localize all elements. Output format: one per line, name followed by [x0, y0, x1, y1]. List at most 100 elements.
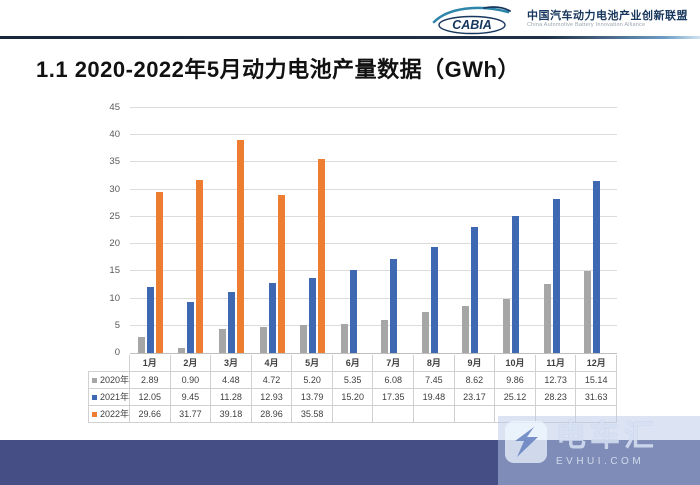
gridline	[130, 134, 617, 136]
bar-2020年	[137, 337, 145, 353]
bar-2021年	[349, 270, 357, 353]
value-cell	[373, 406, 415, 423]
bar-group	[576, 108, 617, 353]
bar-group	[252, 108, 293, 353]
gridline	[130, 215, 617, 217]
month-header: 12月	[576, 355, 617, 372]
bar-group	[373, 108, 414, 353]
month-header: 4月	[251, 355, 293, 372]
series-label: 2020年	[88, 372, 130, 389]
cabia-logo-icon: CABIA	[432, 6, 511, 35]
header-logo-block: CABIA 中国汽车动力电池产业创新联盟 China Automotive Ba…	[428, 3, 688, 35]
org-name-cn: 中国汽车动力电池产业创新联盟	[527, 9, 688, 22]
value-cell: 28.23	[535, 389, 577, 406]
legend-key	[92, 377, 97, 383]
bar-2022年	[236, 139, 244, 353]
evhui-domain: EVHUI.COM	[556, 456, 645, 467]
value-cell: 9.86	[495, 372, 536, 389]
gridline	[130, 188, 617, 190]
value-cell: 4.72	[251, 372, 293, 389]
value-cell: 8.62	[454, 372, 496, 389]
value-cell: 23.17	[454, 389, 496, 406]
y-tick-label: 40	[109, 129, 120, 141]
bar-group	[171, 108, 212, 353]
bar-2020年	[584, 270, 592, 353]
month-header: 2月	[170, 355, 212, 372]
value-cell: 15.20	[332, 389, 374, 406]
table-corner	[88, 355, 130, 372]
header-divider	[0, 36, 700, 39]
cabia-logo-text: CABIA	[452, 18, 492, 32]
value-cell	[414, 406, 455, 423]
value-cell: 0.90	[170, 372, 212, 389]
value-cell: 39.18	[211, 406, 252, 423]
month-header: 5月	[292, 355, 333, 372]
bar-2020年	[259, 327, 267, 353]
y-tick-label: 30	[109, 183, 120, 195]
legend-key	[92, 411, 97, 417]
data-table: 1月 2月 3月 4月 5月 6月 7月 8月 9月 10月 11月 12月 2020年 2.89 0.90…	[88, 355, 617, 423]
page-title: 1.1 2020-2022年5月动力电池产量数据（GWh）	[36, 57, 520, 82]
bar-group	[211, 108, 252, 353]
gridline	[130, 161, 617, 163]
y-tick-label: 25	[109, 210, 120, 222]
value-cell	[332, 406, 374, 423]
gridline	[130, 324, 617, 326]
bar-group	[495, 108, 536, 353]
bar-2021年	[309, 277, 317, 353]
month-header: 1月	[130, 355, 171, 372]
gridline	[130, 243, 617, 245]
evhui-logo-icon	[505, 421, 547, 463]
evhui-watermark-text: 电车汇 EVHUI.COM	[556, 420, 658, 467]
bar-2020年	[300, 324, 308, 353]
bar-2020年	[543, 283, 551, 353]
value-cell: 5.35	[332, 372, 374, 389]
value-cell: 7.45	[414, 372, 455, 389]
value-cell: 5.20	[292, 372, 333, 389]
value-cell: 17.35	[373, 389, 415, 406]
y-axis: 0 5 10 15 20 25 30 35 40 45	[92, 102, 124, 358]
bar-2021年	[227, 291, 235, 353]
gridline	[130, 107, 617, 108]
y-tick-label: 35	[109, 156, 120, 168]
bar-2020年	[421, 312, 429, 353]
bar-2021年	[430, 246, 438, 353]
value-cell: 31.77	[170, 406, 212, 423]
bar-2022年	[277, 195, 285, 353]
legend-key	[92, 394, 97, 400]
month-header: 10月	[495, 355, 536, 372]
value-cell: 12.05	[130, 389, 171, 406]
y-tick-label: 20	[109, 238, 120, 250]
bar-group	[414, 108, 455, 353]
month-header: 11月	[535, 355, 577, 372]
y-tick-label: 10	[109, 292, 120, 304]
bar-2020年	[178, 348, 186, 353]
bar-2021年	[268, 282, 276, 353]
org-name-en: China Automotive Battery Innovation Alli…	[527, 22, 646, 29]
gridline	[130, 297, 617, 299]
value-cell: 28.96	[251, 406, 293, 423]
value-cell: 12.93	[251, 389, 293, 406]
y-tick-label: 0	[114, 347, 120, 358]
value-cell: 9.45	[170, 389, 212, 406]
series-name: 2020年	[100, 375, 130, 385]
bar-group	[536, 108, 577, 353]
month-header: 6月	[332, 355, 374, 372]
bar-2021年	[187, 301, 195, 353]
bar-group	[333, 108, 374, 353]
gridline	[130, 270, 617, 272]
plot-area	[130, 107, 617, 354]
series-name: 2022年	[100, 409, 130, 419]
value-cell: 4.48	[211, 372, 252, 389]
bar-group	[130, 108, 171, 353]
month-header: 3月	[211, 355, 252, 372]
value-cell: 25.12	[495, 389, 536, 406]
bar-2021年	[471, 226, 479, 353]
bar-2021年	[511, 216, 519, 353]
value-cell: 11.28	[211, 389, 252, 406]
bar-group	[292, 108, 333, 353]
value-cell: 35.58	[292, 406, 333, 423]
bar-2021年	[593, 180, 601, 353]
series-label: 2022年	[88, 406, 130, 423]
value-cell: 12.73	[535, 372, 577, 389]
